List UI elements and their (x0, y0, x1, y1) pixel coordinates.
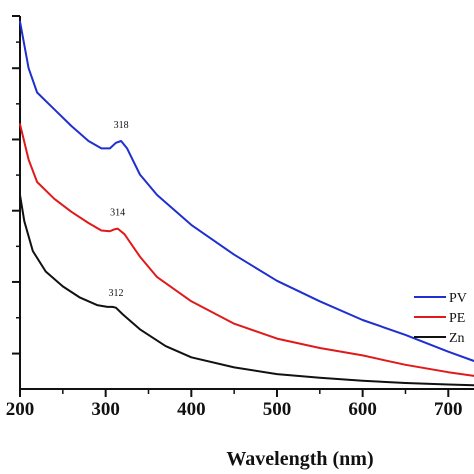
series-line-pe (19, 123, 474, 377)
series-line-pv (19, 20, 474, 362)
y-axis-ticks (12, 15, 20, 355)
x-tick-label-5: 700 (434, 399, 463, 420)
peak-annotations: 318 314 312 (108, 120, 128, 299)
x-axis-tick-labels: 200 300 400 500 600 700 (6, 399, 463, 420)
series-lines (19, 20, 474, 387)
x-tick-label-0: 200 (6, 399, 35, 420)
x-tick-label-3: 500 (263, 399, 292, 420)
x-tick-label-2: 400 (177, 399, 206, 420)
legend-label-pv: PV (449, 291, 467, 306)
series-line-zn (19, 194, 474, 387)
x-tick-label-4: 600 (348, 399, 377, 420)
legend-label-pe: PE (449, 311, 465, 326)
plot-frame (19, 16, 474, 390)
peak-label-1: 314 (110, 208, 125, 219)
peak-label-2: 312 (108, 288, 123, 299)
x-axis-ticks (19, 389, 450, 397)
legend: PV PE Zn (414, 291, 467, 346)
x-tick-label-1: 300 (91, 399, 120, 420)
x-axis-title: Wavelength (nm) (226, 448, 373, 470)
legend-label-zn: Zn (449, 331, 465, 346)
peak-label-0: 318 (114, 120, 129, 131)
